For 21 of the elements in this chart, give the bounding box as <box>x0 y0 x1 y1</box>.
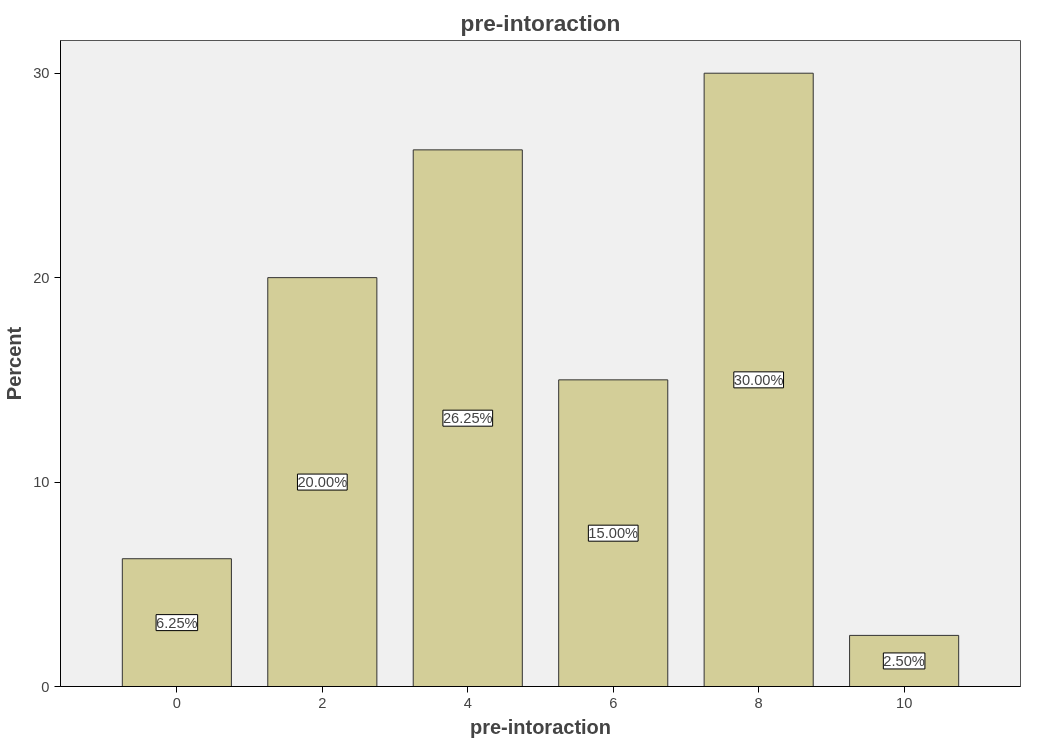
x-tick-label: 8 <box>754 694 763 711</box>
data-label: 20.00% <box>297 474 348 491</box>
chart-title: pre-intoraction <box>460 9 621 36</box>
y-tick-label: 0 <box>41 678 50 695</box>
x-tick-label: 6 <box>609 694 618 711</box>
y-tick-label: 10 <box>33 474 50 491</box>
x-axis-title: pre-intoraction <box>469 715 612 738</box>
bar <box>267 277 378 687</box>
bar <box>121 558 232 687</box>
data-label: 30.00% <box>733 371 784 388</box>
bar <box>412 149 523 687</box>
x-tick-label: 4 <box>463 694 472 711</box>
x-tick-label: 10 <box>895 694 913 711</box>
y-tick-label: 20 <box>33 269 50 286</box>
y-axis-title: Percent <box>3 326 26 401</box>
x-tick-label: 0 <box>172 694 181 711</box>
y-tick-label: 30 <box>33 65 50 82</box>
data-label: 26.25% <box>442 410 493 427</box>
bar <box>703 72 814 687</box>
x-tick-label: 2 <box>318 694 327 711</box>
bar <box>558 379 669 687</box>
